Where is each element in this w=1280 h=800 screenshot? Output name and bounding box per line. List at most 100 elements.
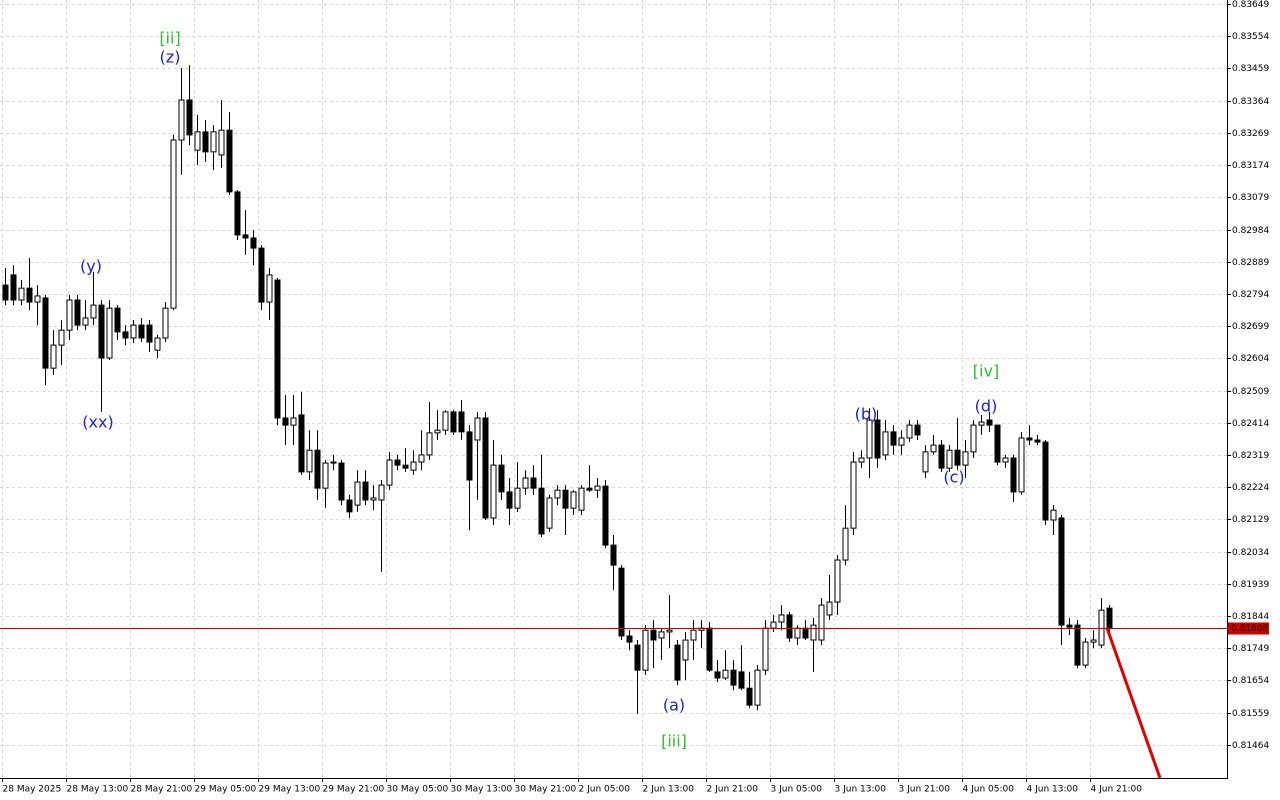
candle-body [554, 489, 561, 499]
candle-body [546, 497, 553, 529]
candle-body [106, 307, 113, 359]
candle-body [634, 644, 641, 671]
candle-body [346, 499, 353, 513]
candle-body [1082, 641, 1089, 666]
y-tick-label: 0.83554 [1232, 32, 1269, 42]
x-tick-label: 3 Jun 05:00 [771, 785, 823, 795]
candle-body [1090, 639, 1097, 643]
wave-label: (y) [80, 257, 102, 276]
candle-body [330, 461, 337, 464]
candle-body [810, 624, 817, 641]
y-tick-label: 0.81464 [1232, 741, 1269, 751]
candle-body [642, 629, 649, 671]
candle-body [714, 671, 721, 679]
candle-body [66, 299, 73, 331]
candle-body [10, 274, 17, 301]
candle-body [954, 449, 961, 466]
candle-body [458, 411, 465, 433]
candle-body [482, 417, 489, 519]
candle-body [354, 481, 361, 506]
candle-body [434, 429, 441, 434]
candle-body [986, 419, 993, 426]
wave-label: [ii] [159, 29, 180, 48]
overlay: [ii](z) (y) (xx) (a) [iii] (b) (c) [iv] (d) [0, 29, 1227, 751]
y-tick-label: 0.83649 [1232, 0, 1269, 10]
forecast-line [1105, 627, 1162, 779]
candle-body [34, 295, 41, 303]
candle-body [818, 604, 825, 641]
candle-body [266, 274, 273, 303]
candle-body [666, 629, 673, 633]
candle-body [946, 449, 953, 469]
y-tick-label: 0.82604 [1232, 354, 1269, 364]
candle-body [842, 527, 849, 561]
candle-body [218, 129, 225, 156]
candle-body [298, 414, 305, 473]
wave-label: [iv] [973, 362, 999, 381]
x-tick-label: 4 Jun 21:00 [1091, 785, 1143, 795]
candle-body [42, 297, 49, 369]
candle-body [82, 317, 89, 326]
candle-body [778, 614, 785, 623]
y-tick-label: 0.82794 [1232, 290, 1269, 300]
y-tick-label: 0.82889 [1232, 258, 1269, 268]
current-price-box [1228, 622, 1269, 635]
candle-body [1026, 437, 1033, 441]
wave-label: (z) [160, 48, 181, 67]
candle-body [418, 454, 425, 463]
y-tick-label: 0.82414 [1232, 419, 1269, 429]
x-tick-label: 28 May 2025 [3, 785, 62, 795]
candle-body [938, 444, 945, 469]
candle-body [274, 279, 281, 419]
candle-body [74, 299, 81, 326]
candle-body [562, 489, 569, 509]
candle-body [1074, 624, 1081, 666]
x-tick-label: 4 Jun 13:00 [1027, 785, 1079, 795]
x-tick-label: 2 Jun 13:00 [643, 785, 695, 795]
candle-body [922, 451, 929, 473]
y-tick-label: 0.83459 [1232, 64, 1269, 74]
candle-body [394, 459, 401, 466]
x-tick-label: 30 May 21:00 [515, 785, 577, 795]
candle-body [770, 621, 777, 629]
candle-body [610, 544, 617, 566]
candle-body [874, 419, 881, 459]
candle-body [834, 559, 841, 603]
candle-body [250, 237, 257, 249]
candle-body [1066, 624, 1073, 628]
x-tick-label: 28 May 21:00 [131, 785, 193, 795]
candle-body [1098, 609, 1105, 646]
candle-body [98, 304, 105, 359]
candle-body [930, 444, 937, 453]
candle-body [234, 191, 241, 236]
candle-body [978, 421, 985, 426]
candle-body [1058, 517, 1065, 626]
candle-body [1002, 457, 1009, 463]
candle-body [114, 307, 121, 333]
y-tick-label: 0.82509 [1232, 387, 1269, 397]
y-tick-label: 0.83364 [1232, 97, 1269, 107]
candle-body [794, 627, 801, 639]
candle-body [850, 461, 857, 529]
candle-body [138, 324, 145, 339]
x-tick-label: 30 May 13:00 [451, 785, 513, 795]
candle-body [522, 477, 529, 489]
candle-body [194, 131, 201, 151]
candle-body [378, 484, 385, 501]
candle-body [18, 287, 25, 301]
wave-label: (c) [943, 468, 964, 487]
candle-body [178, 99, 185, 141]
candle-body [962, 451, 969, 466]
candle-body [586, 487, 593, 491]
candle-body [2, 284, 9, 301]
candle-body [914, 424, 921, 436]
candle-body [130, 324, 137, 339]
candle-body [58, 329, 65, 346]
candle-body [258, 247, 265, 303]
candle-body [426, 432, 433, 456]
candle-body [506, 491, 513, 509]
candle-body [578, 487, 585, 511]
candle-body [498, 464, 505, 493]
candle-body [338, 462, 345, 501]
